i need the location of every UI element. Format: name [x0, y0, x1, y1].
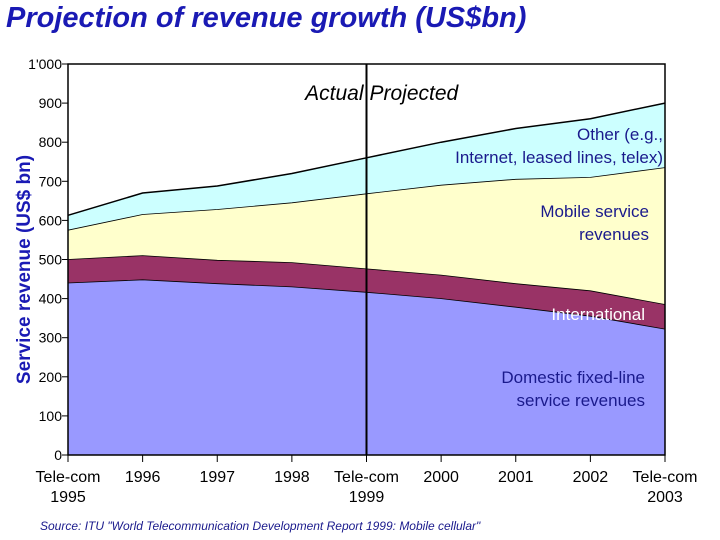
y-tick-label: 700	[39, 173, 63, 189]
x-tick-label: Tele-com 1995	[36, 469, 101, 506]
x-tick-label: 2002	[573, 469, 609, 486]
series-label-4: Other (e.g., Internet, leased lines, tele…	[455, 125, 663, 167]
x-tick-label: Tele-com 2003	[633, 469, 698, 506]
annotation-projected: Projected	[370, 82, 460, 105]
y-tick-label: 800	[39, 134, 63, 150]
y-tick-label: 600	[39, 212, 63, 228]
chart-title: Projection of revenue growth (US$bn)	[6, 2, 527, 34]
y-axis-label: Service revenue (US$ bn)	[14, 155, 35, 384]
x-tick-label: 1996	[125, 469, 161, 486]
y-tick-label: 900	[39, 95, 63, 111]
y-tick-label: 100	[39, 408, 63, 424]
x-tick-label: Tele-com 1999	[334, 469, 399, 506]
x-tick-label: 2000	[423, 469, 459, 486]
x-tick-label: 1998	[274, 469, 310, 486]
y-tick-label: 500	[39, 252, 63, 268]
series-label-3: Mobile service revenues	[540, 202, 649, 244]
area-series-2	[68, 255, 665, 330]
y-tick-label: 1'000	[28, 56, 62, 72]
y-tick-label: 400	[39, 291, 63, 307]
annotation-actual: Actual	[303, 82, 365, 105]
x-tick-label: 1997	[199, 469, 235, 486]
y-tick-label: 0	[54, 447, 62, 463]
source-note: Source: ITU "World Telecommunication Dev…	[40, 519, 481, 533]
series-label-1: Domestic fixed-line service revenues	[501, 368, 645, 410]
y-tick-label: 300	[39, 330, 63, 346]
series-label-2: International	[551, 305, 645, 324]
y-tick-label: 200	[39, 369, 63, 385]
x-tick-label: 2001	[498, 469, 534, 486]
